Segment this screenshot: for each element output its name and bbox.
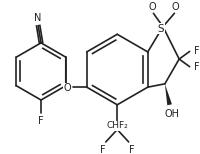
- Polygon shape: [165, 84, 172, 105]
- Text: F: F: [194, 62, 200, 72]
- Text: F: F: [129, 145, 134, 154]
- Text: O: O: [149, 2, 156, 12]
- Text: F: F: [100, 145, 106, 154]
- Text: O: O: [64, 83, 71, 93]
- Text: OH: OH: [164, 109, 179, 119]
- Text: CHF₂: CHF₂: [106, 121, 128, 130]
- Text: F: F: [194, 47, 200, 56]
- Text: F: F: [38, 116, 44, 126]
- Text: S: S: [158, 24, 164, 34]
- Text: N: N: [34, 13, 41, 23]
- Text: O: O: [172, 2, 179, 12]
